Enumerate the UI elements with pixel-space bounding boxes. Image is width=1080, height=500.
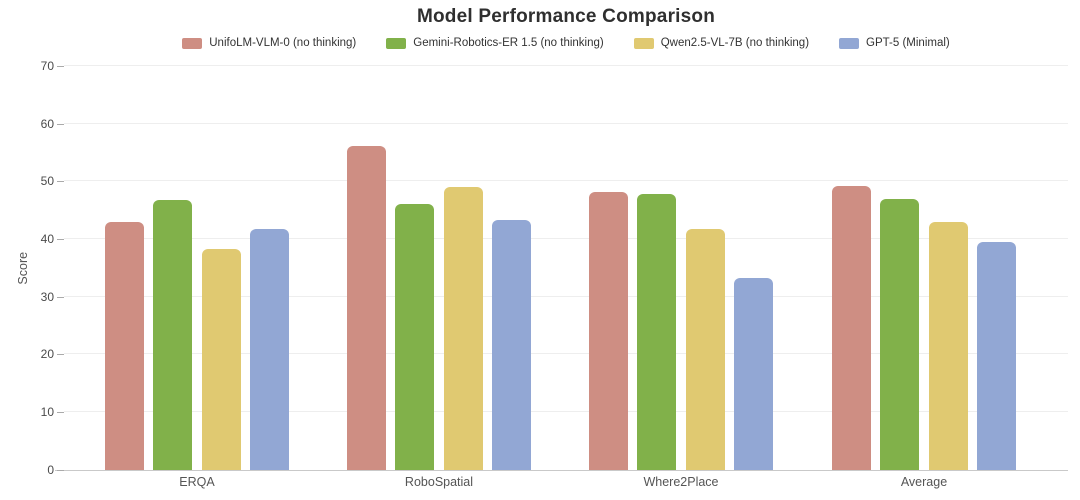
bar-robospatial-series-1: [395, 203, 435, 470]
bar-average-series-1: [880, 199, 920, 470]
legend-swatch-icon: [386, 37, 407, 49]
gridline: [64, 353, 1068, 355]
y-tick-label: 30: [40, 289, 54, 304]
legend-item: UnifoLM-VLM-0 (no thinking): [182, 37, 356, 49]
gridline: [64, 237, 1068, 239]
bar-erqa-series-1: [153, 199, 193, 470]
y-tick-mark: [57, 354, 64, 356]
gridline: [64, 65, 1068, 66]
bar-where2place-series-1: [637, 193, 677, 470]
bar-robospatial-series-3: [491, 219, 531, 470]
legend-item: Gemini-Robotics-ER 1.5 (no thinking): [386, 37, 604, 49]
y-tick-mark: [57, 469, 64, 471]
bar-erqa-series-0: [105, 221, 144, 470]
bar-average-series-3: [976, 241, 1016, 470]
bar-where2place-series-3: [733, 277, 773, 470]
legend-swatch-icon: [633, 37, 654, 49]
gridline: [64, 295, 1068, 297]
y-tick-mark: [57, 296, 64, 298]
legend-swatch-icon: [839, 37, 860, 49]
gridline: [64, 122, 1068, 124]
y-tick-label: 0: [47, 462, 54, 477]
y-tick-label: 20: [40, 347, 54, 362]
x-tick-label: ERQA: [179, 475, 215, 489]
y-tick-label: 40: [40, 231, 54, 246]
y-tick-mark: [57, 411, 64, 413]
y-tick-label: 10: [40, 404, 54, 419]
legend-item: Qwen2.5-VL-7B (no thinking): [633, 37, 810, 49]
legend-label: UnifoLM-VLM-0 (no thinking): [209, 37, 357, 49]
legend-item: GPT-5 (Minimal): [839, 37, 950, 49]
bar-average-series-0: [832, 186, 871, 470]
y-tick-label: 70: [40, 59, 54, 73]
bar-where2place-series-0: [589, 192, 628, 470]
legend-label: Gemini-Robotics-ER 1.5 (no thinking): [413, 37, 604, 49]
gridline: [64, 410, 1068, 412]
gridline: [64, 180, 1068, 182]
bar-average-series-2: [928, 221, 968, 470]
y-tick-mark: [57, 123, 64, 125]
bar-robospatial-series-2: [443, 187, 483, 470]
y-tick-label: 50: [40, 174, 54, 189]
plot-area: [64, 65, 1068, 470]
x-tick-label: Average: [900, 475, 948, 489]
x-axis-line: [55, 469, 1068, 471]
y-tick-mark: [57, 181, 64, 183]
bar-erqa-series-3: [249, 228, 289, 470]
y-tick-mark: [57, 66, 64, 67]
y-tick-label: 60: [40, 116, 54, 131]
bar-erqa-series-2: [201, 248, 241, 470]
y-tick-mark: [57, 238, 64, 240]
legend: UnifoLM-VLM-0 (no thinking) Gemini-Roboti…: [64, 37, 1068, 49]
chart-title: Model Performance Comparison: [416, 6, 716, 27]
legend-label: Qwen2.5-VL-7B (no thinking): [660, 37, 810, 49]
bar-where2place-series-2: [685, 228, 725, 470]
legend-swatch-icon: [182, 37, 203, 49]
x-tick-label: Where2Place: [643, 475, 719, 489]
bar-robospatial-series-0: [347, 146, 386, 470]
legend-label: GPT-5 (Minimal): [866, 37, 950, 49]
x-tick-label: RoboSpatial: [404, 475, 474, 489]
